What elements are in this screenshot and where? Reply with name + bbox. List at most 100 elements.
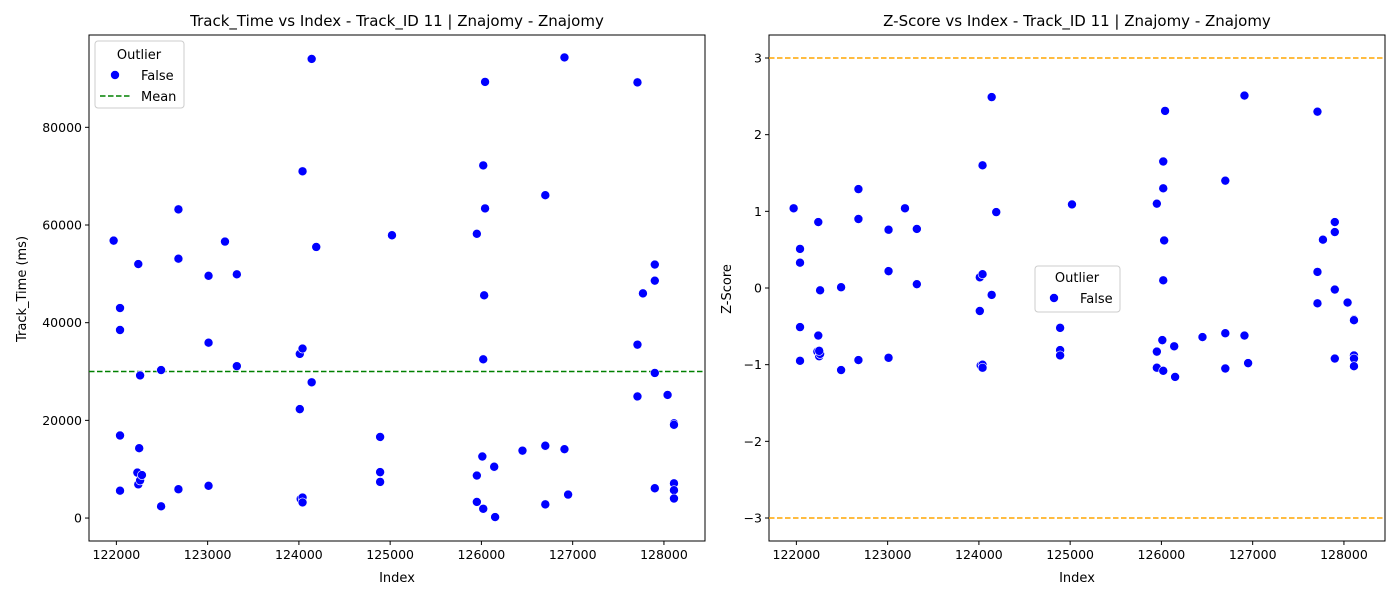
x-ticks: 122000 123000 124000 125000 126000 127000 1280… bbox=[93, 541, 688, 562]
data-point bbox=[297, 497, 308, 508]
legend-box bbox=[94, 40, 185, 109]
data-point bbox=[1169, 341, 1179, 352]
data-point bbox=[1158, 183, 1169, 194]
x-ticks: 122000 123000 124000 125000 126000 127000 1280… bbox=[773, 541, 1368, 562]
data-point bbox=[1318, 234, 1328, 245]
data-point bbox=[650, 275, 660, 286]
data-point bbox=[977, 269, 988, 280]
data-point bbox=[836, 365, 846, 375]
data-point bbox=[479, 290, 489, 301]
data-point bbox=[489, 461, 499, 472]
data-point bbox=[1055, 350, 1065, 361]
data-point bbox=[900, 203, 910, 214]
data-point bbox=[134, 443, 144, 454]
y-ticks: 0 20000 40000 60000 80000 bbox=[42, 120, 89, 526]
data-point bbox=[1330, 353, 1340, 364]
data-point bbox=[540, 190, 551, 201]
data-point bbox=[1157, 335, 1168, 345]
data-point bbox=[478, 503, 489, 514]
y-tick-label: 80000 bbox=[42, 120, 82, 135]
data-point bbox=[1243, 358, 1253, 368]
data-point bbox=[387, 230, 397, 241]
data-point bbox=[815, 285, 825, 296]
x-tick-label: 122000 bbox=[773, 547, 821, 562]
data-point bbox=[1197, 332, 1208, 342]
data-point bbox=[814, 346, 824, 356]
data-point bbox=[650, 259, 660, 270]
data-point bbox=[306, 54, 317, 64]
data-point bbox=[1170, 372, 1180, 382]
data-point bbox=[1152, 198, 1162, 209]
data-point bbox=[311, 242, 322, 252]
data-point bbox=[559, 52, 570, 63]
data-point bbox=[472, 228, 482, 239]
data-point bbox=[883, 266, 894, 276]
data-point bbox=[1152, 346, 1162, 357]
y-tick-label: 60000 bbox=[42, 217, 82, 232]
data-point bbox=[115, 430, 125, 441]
data-point bbox=[813, 217, 824, 227]
data-point bbox=[472, 497, 482, 507]
data-point bbox=[477, 451, 488, 462]
data-point bbox=[912, 279, 922, 289]
data-point bbox=[173, 484, 184, 495]
data-point bbox=[1158, 365, 1169, 376]
x-tick-label: 128000 bbox=[640, 547, 688, 562]
data-point bbox=[1220, 363, 1231, 374]
legend: Outlier False Mean bbox=[94, 40, 185, 109]
data-point bbox=[156, 365, 166, 375]
data-point bbox=[135, 370, 145, 381]
data-point bbox=[795, 244, 805, 254]
data-point bbox=[650, 483, 660, 494]
data-point bbox=[638, 288, 648, 299]
x-tick-label: 125000 bbox=[1046, 547, 1094, 562]
data-point bbox=[1220, 328, 1231, 339]
data-point bbox=[108, 235, 119, 246]
data-point bbox=[1239, 330, 1250, 341]
data-point bbox=[297, 166, 308, 177]
data-point bbox=[977, 160, 988, 171]
y-ticks: −3 −2 −1 0 1 2 3 bbox=[744, 51, 769, 526]
y-tick-label: 2 bbox=[754, 127, 762, 142]
data-point bbox=[795, 322, 805, 332]
data-point bbox=[795, 356, 805, 366]
y-tick-label: 0 bbox=[754, 281, 762, 296]
data-point bbox=[203, 270, 214, 281]
data-point bbox=[220, 236, 230, 247]
data-point bbox=[1220, 175, 1231, 186]
data-point bbox=[662, 390, 673, 400]
x-tick-label: 126000 bbox=[458, 547, 506, 562]
data-point bbox=[1330, 217, 1340, 227]
data-point bbox=[375, 467, 385, 477]
data-point bbox=[1159, 235, 1169, 246]
y-tick-label: −3 bbox=[744, 511, 762, 526]
data-point bbox=[137, 470, 147, 480]
chart-title: Z-Score vs Index - Track_ID 11 | Znajomy… bbox=[883, 12, 1271, 31]
reference-lines bbox=[769, 57, 1385, 519]
legend-label-mean: Mean bbox=[141, 90, 176, 105]
data-point bbox=[1312, 267, 1323, 277]
data-point bbox=[853, 184, 864, 194]
data-point bbox=[788, 203, 799, 214]
y-tick-label: −2 bbox=[744, 434, 762, 449]
data-point bbox=[203, 481, 214, 491]
data-point bbox=[986, 92, 997, 102]
data-point bbox=[173, 204, 184, 215]
data-point bbox=[1349, 315, 1359, 326]
y-tick-label: 20000 bbox=[42, 413, 82, 428]
data-point bbox=[478, 160, 489, 171]
data-point bbox=[669, 419, 679, 430]
data-point bbox=[1330, 227, 1340, 237]
data-point bbox=[1158, 156, 1169, 167]
z-score-panel: Z-Score vs Index - Track_ID 11 | Znajomy… bbox=[720, 12, 1386, 586]
data-point bbox=[480, 77, 490, 87]
data-point bbox=[986, 290, 997, 300]
data-point bbox=[232, 361, 242, 371]
data-point bbox=[306, 377, 317, 388]
y-axis-label: Track_Time (ms) bbox=[15, 236, 30, 343]
data-point bbox=[173, 253, 184, 264]
legend-marker-false bbox=[110, 70, 120, 80]
data-point bbox=[1349, 361, 1359, 372]
data-point bbox=[490, 512, 500, 522]
